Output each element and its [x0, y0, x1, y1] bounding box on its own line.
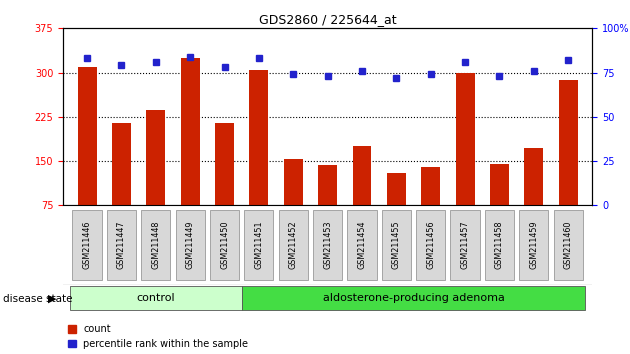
FancyBboxPatch shape — [554, 210, 583, 280]
Text: ▶: ▶ — [48, 294, 57, 304]
Bar — [524, 148, 543, 205]
Title: GDS2860 / 225644_at: GDS2860 / 225644_at — [259, 13, 396, 26]
Text: GSM211458: GSM211458 — [495, 221, 504, 269]
Text: GSM211447: GSM211447 — [117, 221, 126, 269]
Text: GSM211453: GSM211453 — [323, 221, 332, 269]
FancyBboxPatch shape — [278, 210, 308, 280]
FancyBboxPatch shape — [210, 210, 239, 280]
FancyBboxPatch shape — [107, 210, 136, 280]
FancyBboxPatch shape — [72, 210, 101, 280]
FancyBboxPatch shape — [450, 210, 479, 280]
Text: GSM211450: GSM211450 — [220, 221, 229, 269]
Text: control: control — [137, 293, 175, 303]
Bar — [559, 80, 578, 205]
Text: GSM211448: GSM211448 — [151, 221, 160, 269]
Legend: count, percentile rank within the sample: count, percentile rank within the sample — [68, 324, 248, 349]
Bar — [77, 67, 96, 205]
Text: GSM211457: GSM211457 — [461, 221, 469, 269]
FancyBboxPatch shape — [244, 210, 273, 280]
Text: GSM211452: GSM211452 — [289, 221, 298, 269]
Bar — [284, 159, 302, 205]
FancyBboxPatch shape — [70, 286, 242, 310]
Bar — [249, 70, 268, 205]
FancyBboxPatch shape — [242, 286, 585, 310]
Bar — [318, 165, 337, 205]
Text: GSM211456: GSM211456 — [426, 221, 435, 269]
FancyBboxPatch shape — [313, 210, 342, 280]
Bar — [215, 123, 234, 205]
Bar — [146, 110, 165, 205]
Text: GSM211451: GSM211451 — [255, 221, 263, 269]
Text: GSM211449: GSM211449 — [186, 221, 195, 269]
Bar — [455, 73, 474, 205]
Text: aldosterone-producing adenoma: aldosterone-producing adenoma — [323, 293, 505, 303]
FancyBboxPatch shape — [382, 210, 411, 280]
FancyBboxPatch shape — [416, 210, 445, 280]
Text: GSM211446: GSM211446 — [83, 221, 91, 269]
Bar — [112, 123, 131, 205]
Text: GSM211455: GSM211455 — [392, 221, 401, 269]
Bar — [353, 146, 372, 205]
Text: disease state: disease state — [3, 294, 72, 304]
FancyBboxPatch shape — [347, 210, 377, 280]
Bar — [387, 173, 406, 205]
FancyBboxPatch shape — [141, 210, 170, 280]
FancyBboxPatch shape — [519, 210, 548, 280]
Text: GSM211459: GSM211459 — [529, 221, 538, 269]
Bar — [421, 167, 440, 205]
Bar — [490, 164, 509, 205]
Text: GSM211454: GSM211454 — [357, 221, 367, 269]
Text: GSM211460: GSM211460 — [564, 221, 573, 269]
FancyBboxPatch shape — [176, 210, 205, 280]
Bar — [181, 58, 200, 205]
FancyBboxPatch shape — [485, 210, 514, 280]
